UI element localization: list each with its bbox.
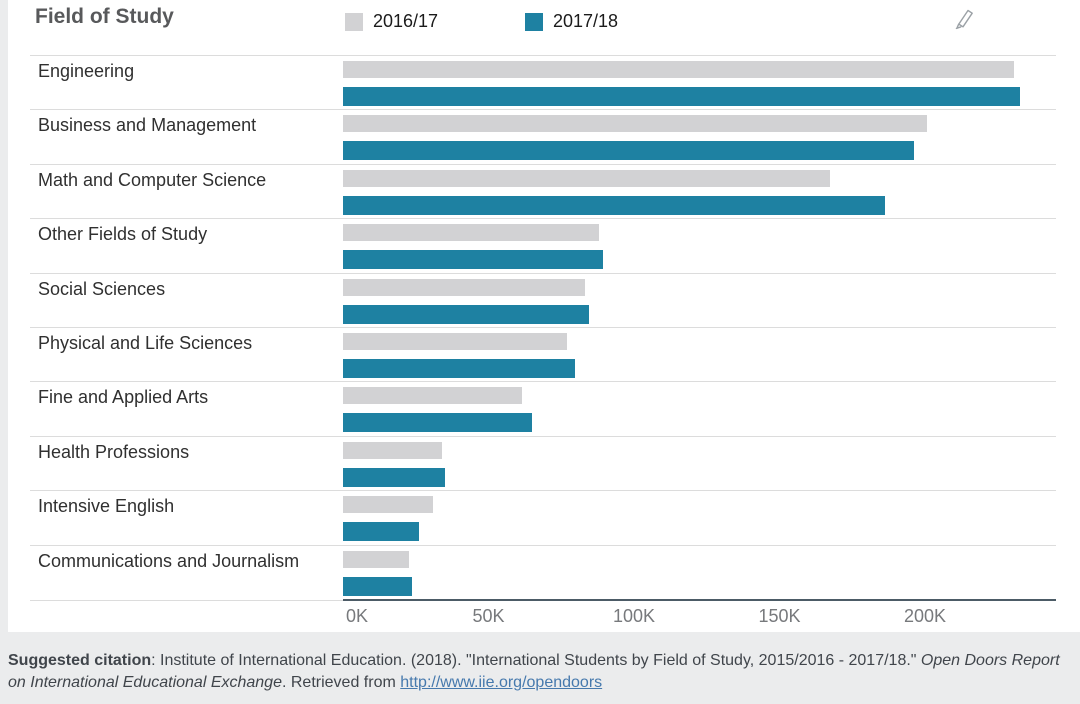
citation: Suggested citation: Institute of Interna…	[0, 632, 1080, 704]
chart-row: Health Professions	[30, 435, 1056, 490]
bar-2017-18[interactable]	[343, 195, 885, 215]
bar-2016-17[interactable]	[343, 496, 433, 514]
x-tick-label: 200K	[904, 606, 947, 626]
chart-card: Field of Study 2016/17 2017/18 Engineeri…	[8, 0, 1080, 632]
x-axis-line	[343, 599, 1056, 601]
bar-2017-18[interactable]	[343, 358, 575, 378]
citation-after: . Retrieved from	[281, 673, 401, 691]
x-tick-label: 0K	[345, 606, 369, 626]
category-label: Intensive English	[38, 496, 175, 517]
legend-item-2016-17[interactable]: 2016/17	[345, 11, 438, 32]
category-label: Communications and Journalism	[38, 550, 300, 571]
opendoors-link[interactable]: http://www.iie.org/opendoors	[400, 673, 603, 691]
category-label: Math and Computer Science	[38, 169, 267, 190]
bar-2016-17[interactable]	[343, 550, 409, 568]
bar-2017-18[interactable]	[343, 576, 412, 596]
legend-swatch-2016-17	[345, 12, 363, 31]
bar-2016-17[interactable]	[343, 332, 567, 350]
category-label: Other Fields of Study	[38, 224, 208, 245]
x-tick-label: 50K	[472, 606, 505, 626]
axis-baseline-left	[30, 600, 343, 601]
bar-2016-17[interactable]	[343, 278, 585, 296]
bar-2016-17[interactable]	[343, 115, 927, 133]
citation-label: Suggested citation	[8, 652, 152, 669]
category-label: Social Sciences	[38, 278, 166, 299]
bar-2017-18[interactable]	[343, 250, 603, 270]
chart-row: Social Sciences	[30, 272, 1056, 327]
legend-item-2017-18[interactable]: 2017/18	[525, 11, 618, 32]
bar-2017-18[interactable]	[343, 141, 914, 161]
citation-text: : Institute of International Education. …	[151, 652, 921, 669]
category-label: Engineering	[38, 61, 135, 81]
chart-row: Other Fields of Study	[30, 218, 1056, 272]
bar-2016-17[interactable]	[343, 61, 1014, 78]
chart-row: Physical and Life Sciences	[30, 326, 1056, 381]
chart-row: Business and Management	[30, 109, 1056, 163]
x-tick-label: 150K	[758, 606, 801, 626]
citation-italic-title: Open Doors Report on International Educa…	[8, 652, 1060, 691]
chart-row: Fine and Applied Arts	[30, 381, 1056, 435]
x-axis-ticks: 0K 50K 100K 150K 200K	[8, 606, 1080, 628]
legend-swatch-2017-18	[525, 12, 543, 31]
bar-chart: Engineering Business and Management Math a…	[8, 55, 1080, 599]
legend-label: 2016/17	[373, 11, 439, 31]
chart-row: Communications and Journalism	[30, 544, 1056, 599]
bar-2017-18[interactable]	[343, 467, 445, 487]
bar-2016-17[interactable]	[343, 224, 599, 242]
bar-2016-17[interactable]	[343, 387, 522, 405]
legend-label: 2017/18	[553, 11, 619, 31]
bar-2016-17[interactable]	[343, 169, 830, 187]
bar-2017-18[interactable]	[343, 304, 589, 324]
chart-row: Engineering	[30, 55, 1056, 109]
bar-2017-18[interactable]	[343, 413, 532, 433]
bar-2016-17[interactable]	[343, 441, 442, 459]
category-label: Fine and Applied Arts	[38, 387, 209, 408]
chart-title: Field of Study	[35, 5, 174, 28]
bar-2017-18[interactable]	[343, 522, 419, 542]
category-label: Business and Management	[38, 115, 257, 136]
chart-row: Intensive English	[30, 490, 1056, 544]
category-label: Physical and Life Sciences	[38, 332, 253, 353]
x-tick-label: 100K	[612, 606, 656, 626]
category-label: Health Professions	[38, 441, 190, 462]
bar-2017-18[interactable]	[343, 87, 1020, 106]
pencil-icon[interactable]	[953, 7, 977, 31]
chart-row: Math and Computer Science	[30, 163, 1056, 218]
